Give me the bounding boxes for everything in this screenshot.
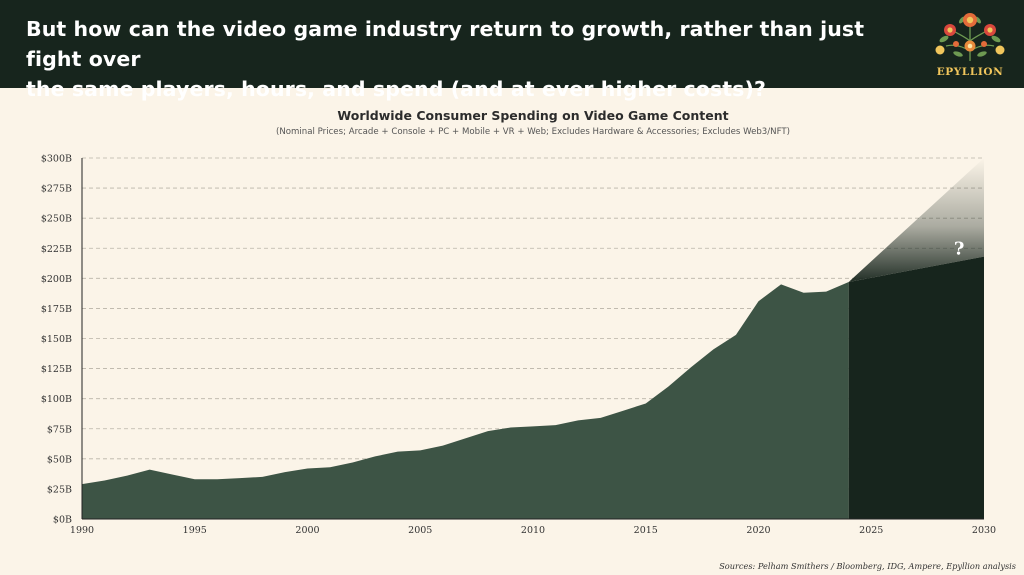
x-tick-label: 2020 bbox=[746, 525, 770, 536]
x-tick-label: 1990 bbox=[70, 525, 94, 536]
x-tick-label: 2025 bbox=[859, 525, 883, 536]
x-tick-label: 2005 bbox=[408, 525, 432, 536]
chart-subtitle: (Nominal Prices; Arcade + Console + PC +… bbox=[276, 127, 790, 137]
forecast-question-mark: ? bbox=[954, 238, 965, 259]
headline-line-1: But how can the video game industry retu… bbox=[26, 17, 865, 71]
header-bar: But how can the video game industry retu… bbox=[0, 0, 1024, 101]
x-tick-label: 2030 bbox=[972, 525, 996, 536]
y-tick-label: $300B bbox=[41, 154, 72, 165]
axes bbox=[81, 158, 984, 520]
chart-title: Worldwide Consumer Spending on Video Gam… bbox=[337, 108, 729, 123]
headline: But how can the video game industry retu… bbox=[26, 14, 926, 104]
x-tick-label: 1995 bbox=[183, 525, 207, 536]
y-tick-label: $225B bbox=[41, 244, 72, 255]
y-tick-label: $275B bbox=[41, 184, 72, 195]
sources-note: Sources: Pelham Smithers / Bloomberg, ID… bbox=[719, 561, 1016, 571]
forecast-uncertainty-area bbox=[848, 158, 984, 282]
floral-emblem-icon bbox=[935, 13, 1005, 62]
y-tick-label: $25B bbox=[47, 484, 72, 495]
y-tick-label: $250B bbox=[41, 214, 72, 225]
y-tick-label: $200B bbox=[41, 274, 72, 285]
y-tick-label: $100B bbox=[41, 394, 72, 405]
y-tick-label: $150B bbox=[41, 334, 72, 345]
logo-wordmark: EPYLLION bbox=[936, 66, 1004, 78]
x-tick-label: 2000 bbox=[295, 525, 319, 536]
epyllion-logo: EPYLLION bbox=[930, 6, 1010, 84]
annotations: $0B $25B $50B $75B $100B $125B $150B $175B $200B… bbox=[41, 154, 996, 537]
y-tick-label: $0B bbox=[53, 515, 72, 526]
x-tick-label: 2015 bbox=[634, 525, 658, 536]
y-tick-label: $50B bbox=[47, 454, 72, 465]
y-tick-label: $125B bbox=[41, 364, 72, 375]
x-tick-label: 2010 bbox=[521, 525, 545, 536]
forecast-base-area bbox=[848, 256, 984, 519]
historical-area bbox=[82, 281, 849, 519]
y-tick-label: $75B bbox=[47, 424, 72, 435]
area-layer bbox=[82, 158, 984, 519]
headline-line-2: the same players, hours, and spend (and … bbox=[26, 77, 766, 101]
y-tick-label: $175B bbox=[41, 304, 72, 315]
